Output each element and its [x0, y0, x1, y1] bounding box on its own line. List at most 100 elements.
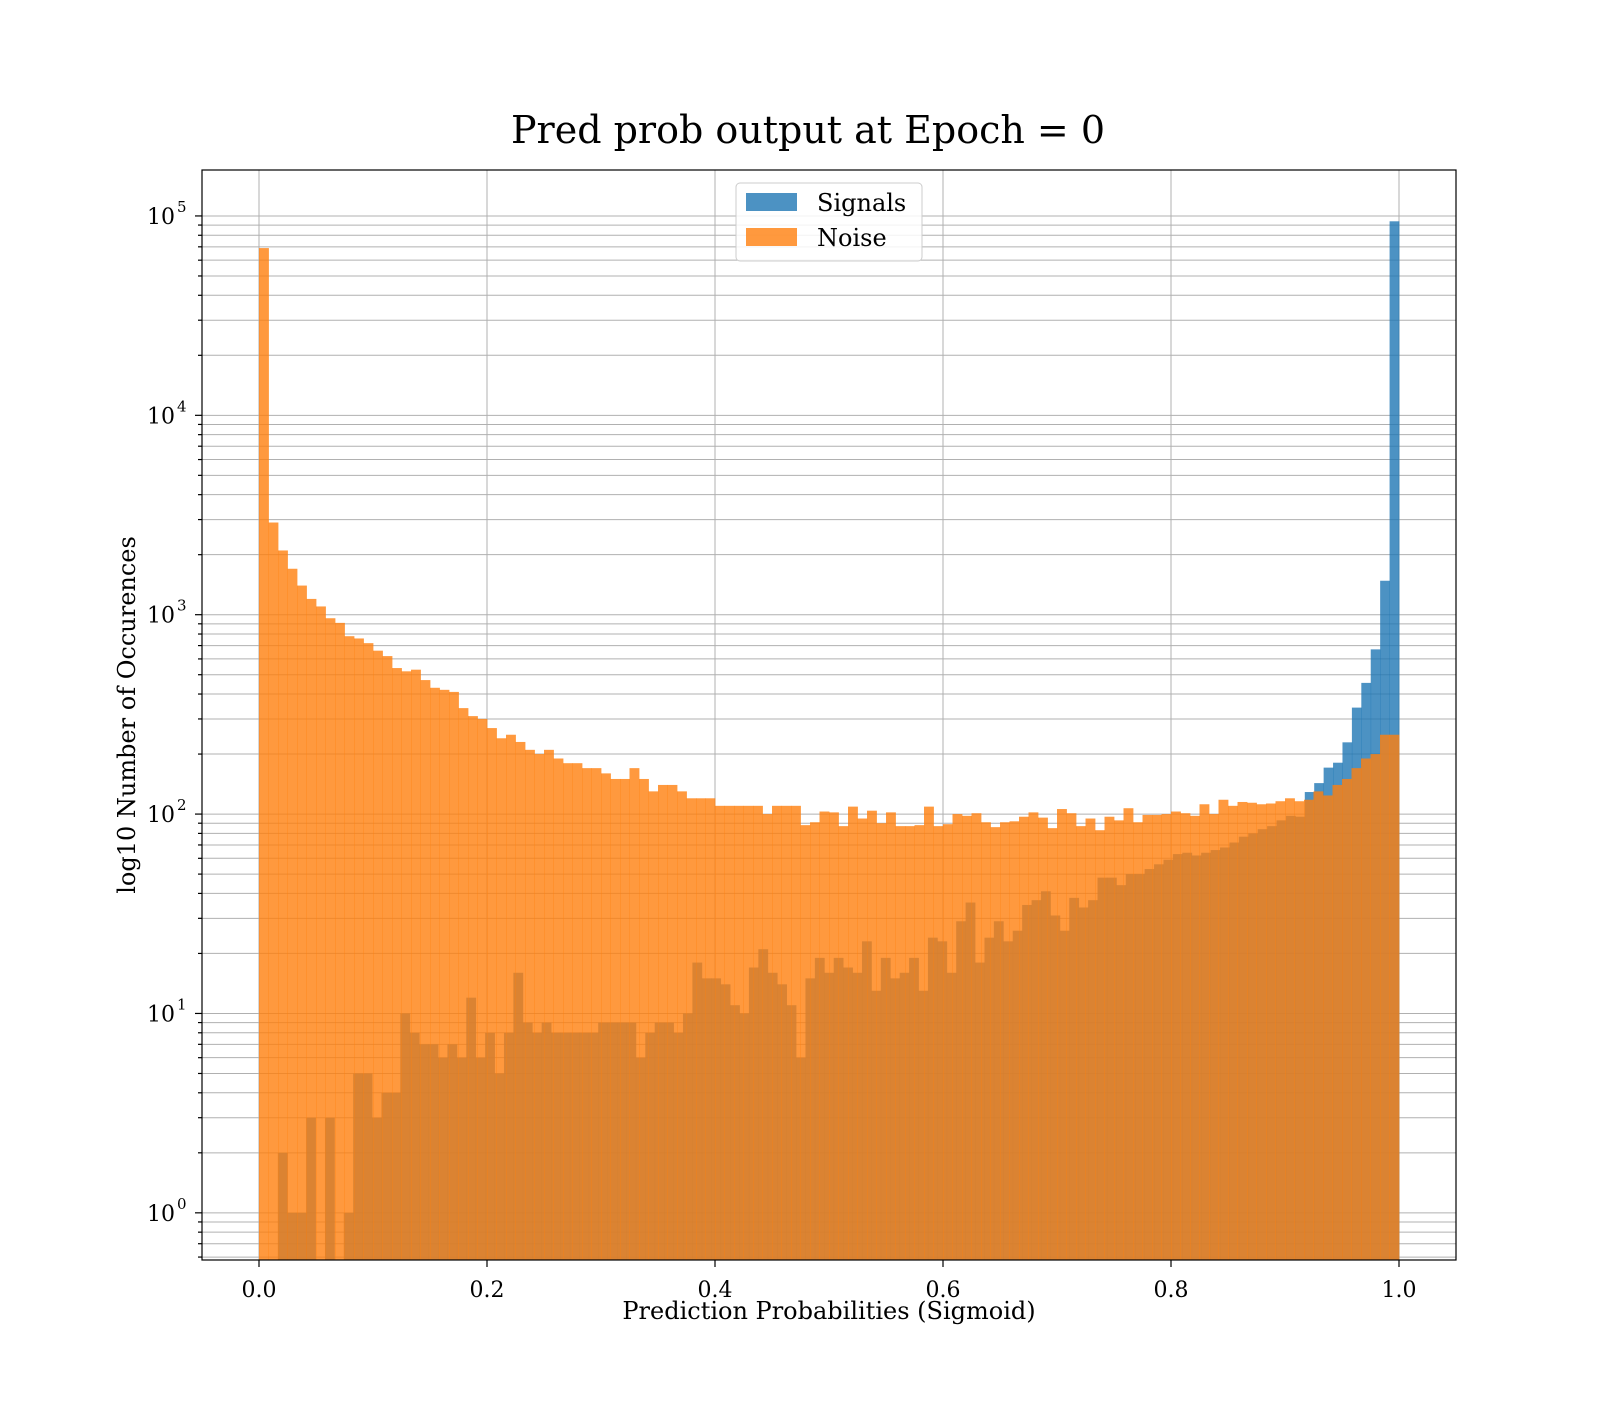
histogram-bar-noise — [1285, 798, 1295, 1260]
y-tick-label: 10 — [147, 604, 175, 629]
histogram-bar-noise — [515, 741, 526, 1260]
legend-label-noise: Noise — [817, 224, 887, 252]
histogram-bar-noise — [1304, 799, 1314, 1260]
histogram-bar-noise — [1019, 816, 1029, 1260]
histogram-bar-noise — [1009, 821, 1020, 1260]
histogram-bar-noise — [743, 805, 754, 1260]
histogram-bar-noise — [1047, 828, 1058, 1260]
histogram-bar-noise — [1199, 804, 1210, 1260]
y-tick-label: 10 — [147, 1202, 175, 1227]
y-tick-label: 10 — [147, 205, 175, 230]
histogram-bar-noise — [829, 812, 839, 1260]
histogram-bar-noise — [1190, 815, 1200, 1260]
histogram-bar-noise — [401, 671, 412, 1260]
y-tick-exponent: 4 — [177, 397, 187, 415]
legend-label-signals: Signals — [817, 189, 906, 217]
histogram-bar-noise — [1038, 817, 1048, 1260]
histogram-bar-noise — [373, 650, 383, 1260]
x-tick-label: 0.6 — [926, 1278, 961, 1303]
histogram-bar-noise — [1209, 814, 1219, 1260]
histogram-bar-noise — [1389, 734, 1400, 1260]
histogram-bar-noise — [715, 805, 725, 1260]
histogram-bar-noise — [610, 778, 621, 1260]
histogram-bar-noise — [952, 814, 963, 1260]
y-tick-exponent: 3 — [177, 597, 187, 615]
histogram-bar-noise — [1028, 812, 1039, 1260]
histogram-bar-noise — [762, 814, 773, 1260]
histogram-bar-noise — [1247, 802, 1257, 1260]
histogram-bar-noise — [259, 248, 269, 1261]
histogram-bar-noise — [857, 818, 868, 1260]
histogram-bar-noise — [335, 622, 345, 1260]
histogram-bar-noise — [1361, 758, 1371, 1260]
histogram-bar-noise — [677, 791, 687, 1260]
histogram-bar-noise — [553, 758, 564, 1260]
histogram-bar-noise — [1114, 820, 1124, 1260]
histogram-bar-noise — [420, 680, 431, 1260]
histogram-bar-noise — [496, 738, 507, 1260]
y-tick-label: 10 — [147, 1002, 175, 1027]
histogram-bar-noise — [639, 778, 649, 1260]
histogram-bar-noise — [363, 643, 374, 1260]
histogram-bar-noise — [344, 636, 355, 1260]
y-tick-exponent: 1 — [177, 995, 187, 1013]
histogram-bar-noise — [1275, 801, 1286, 1260]
histogram-bar-noise — [430, 687, 440, 1260]
histogram-bar-noise — [648, 791, 659, 1260]
histogram-bar-noise — [1000, 822, 1010, 1260]
histogram-bar-noise — [325, 618, 336, 1260]
histogram-bar-noise — [287, 568, 298, 1260]
histogram-bar-noise — [601, 773, 611, 1260]
histogram-bar-noise — [525, 749, 535, 1260]
histogram-bar-noise — [534, 754, 545, 1260]
histogram-bar-noise — [1161, 814, 1172, 1260]
histogram-bar-noise — [1142, 814, 1153, 1260]
histogram-bar-noise — [1085, 818, 1096, 1260]
histogram-bar-noise — [838, 826, 849, 1260]
histogram-bar-noise — [658, 784, 668, 1260]
histogram-bar-noise — [544, 749, 554, 1260]
histogram-bar-noise — [1342, 778, 1352, 1260]
histogram-bar-noise — [582, 768, 592, 1260]
legend-swatch-signals — [746, 193, 797, 211]
histogram-bar-noise — [924, 806, 934, 1260]
histogram-bar-noise — [905, 826, 915, 1260]
histogram-bar-noise — [411, 669, 421, 1260]
histogram-bar-noise — [1104, 816, 1115, 1260]
x-tick-label: 1.0 — [1382, 1278, 1417, 1303]
histogram-bar-noise — [886, 812, 896, 1260]
legend-swatch-noise — [746, 228, 797, 246]
histogram-bar-noise — [297, 585, 307, 1260]
histogram-bar-noise — [895, 826, 906, 1260]
histogram-bar-noise — [278, 550, 288, 1260]
histogram-bar-noise — [1228, 805, 1238, 1260]
histogram-bar-noise — [439, 689, 450, 1260]
histogram-bar-noise — [1066, 813, 1077, 1260]
histogram-bar-noise — [1380, 734, 1390, 1260]
histogram-bar-noise — [696, 798, 706, 1260]
series-noise — [259, 248, 1400, 1261]
histogram-bar-noise — [705, 798, 716, 1260]
histogram-bar-noise — [819, 811, 830, 1260]
x-axis-label: Prediction Probabilities (Sigmoid) — [622, 1297, 1035, 1325]
x-tick-label: 0.8 — [1154, 1278, 1189, 1303]
y-tick-exponent: 0 — [177, 1195, 187, 1213]
y-tick-exponent: 2 — [177, 796, 187, 814]
histogram-bar-noise — [848, 806, 858, 1260]
histogram-bar-noise — [734, 805, 744, 1260]
histogram-bar-noise — [1237, 801, 1248, 1260]
histogram-bar-noise — [1294, 801, 1305, 1260]
y-tick-label: 10 — [147, 803, 175, 828]
histogram-bar-noise — [268, 522, 279, 1260]
histogram-bar-noise — [667, 784, 678, 1260]
histogram-bar-noise — [686, 798, 697, 1260]
plot-frame — [201, 169, 1457, 1261]
histogram-bar-noise — [1133, 822, 1143, 1260]
histogram-bar-noise — [1180, 813, 1191, 1260]
x-tick-label: 0.0 — [242, 1278, 277, 1303]
x-tick-label: 0.2 — [470, 1278, 505, 1303]
histogram-bar-noise — [1095, 830, 1105, 1260]
histogram-bar-noise — [1313, 791, 1324, 1260]
histogram-bar-noise — [876, 823, 887, 1260]
